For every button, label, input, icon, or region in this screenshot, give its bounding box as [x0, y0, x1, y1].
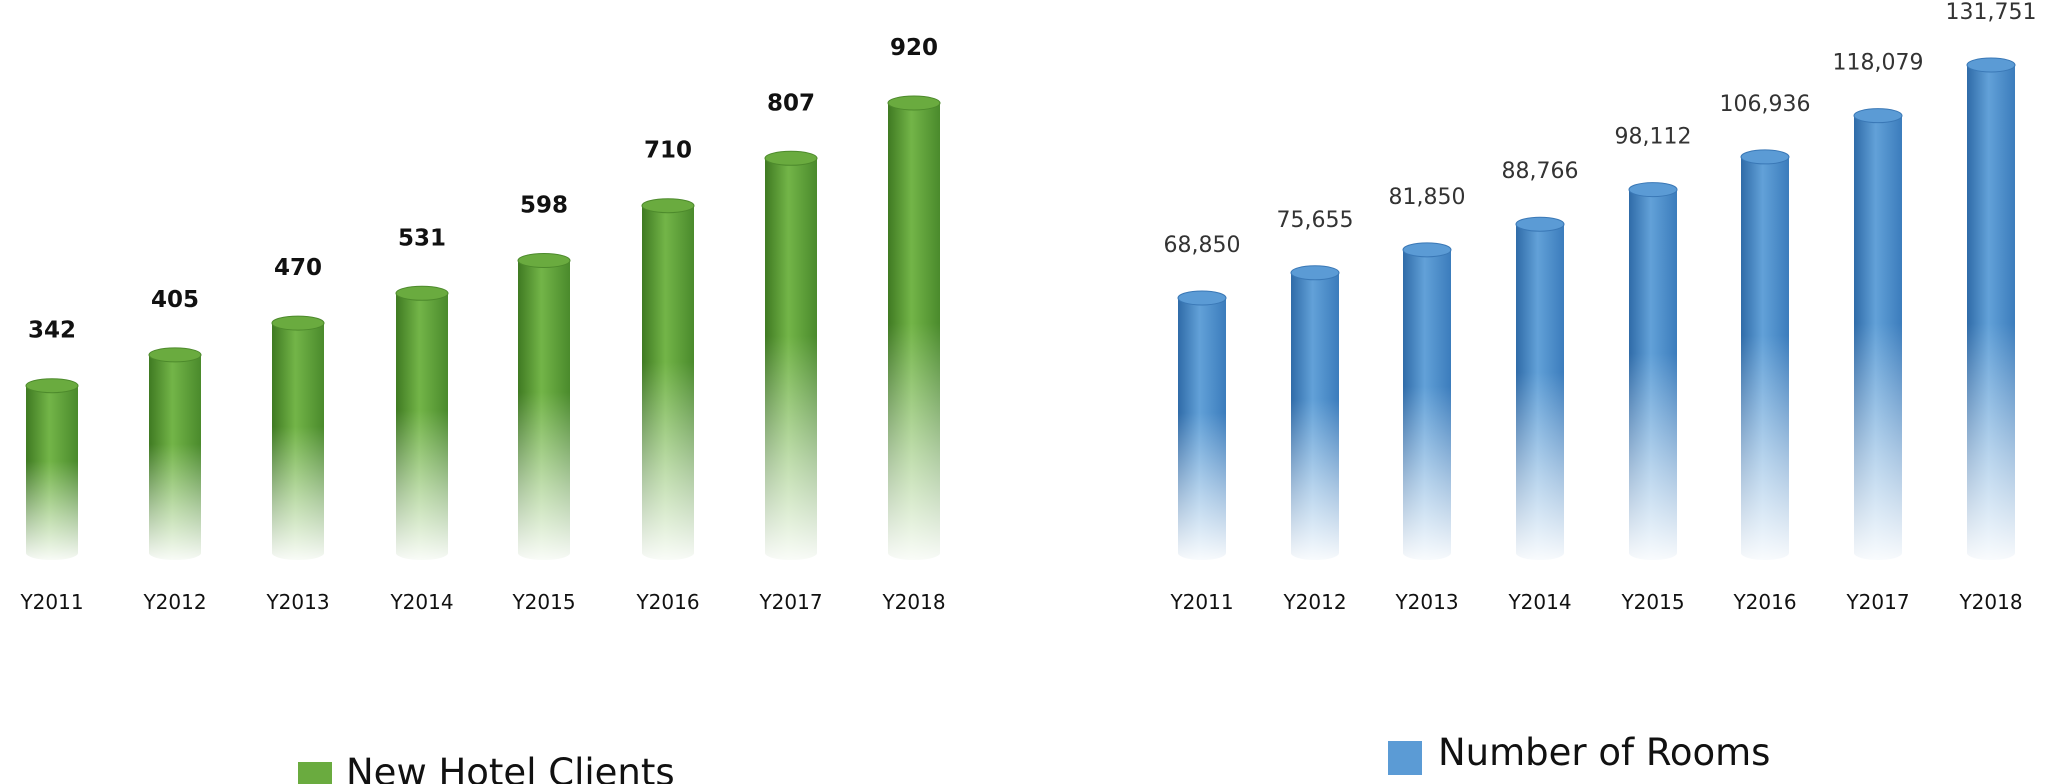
rooms-value-label: 106,936 [1720, 92, 1811, 117]
rooms-legend-label: Number of Rooms [1438, 731, 1770, 774]
clients-bar-y2013 [270, 315, 326, 562]
rooms-tick-label: Y2017 [1845, 590, 1909, 614]
rooms-bar-y2012 [1289, 265, 1341, 562]
clients-legend-swatch [298, 762, 332, 784]
clients-bar-y2017 [763, 150, 819, 562]
clients-bar-y2014 [394, 285, 450, 562]
clients-tick-label: Y2016 [635, 590, 699, 614]
rooms-tick-label: Y2018 [1958, 590, 2022, 614]
rooms-bar-y2011 [1176, 290, 1228, 562]
clients-tick-label: Y2015 [511, 590, 575, 614]
clients-tick-label: Y2018 [881, 590, 945, 614]
number-of-rooms-chart: 68,850 Y2011 75,655 Y2012 81,850 Y2013 88,766 Y… [1164, 0, 2037, 775]
clients-bar-y2015 [516, 253, 572, 562]
clients-tick-label: Y2017 [758, 590, 822, 614]
clients-tick-label: Y2012 [142, 590, 206, 614]
rooms-tick-label: Y2012 [1282, 590, 1346, 614]
rooms-bar-y2015 [1627, 182, 1679, 562]
clients-tick-label: Y2013 [265, 590, 329, 614]
clients-bar-y2011 [24, 378, 80, 562]
rooms-tick-label: Y2016 [1732, 590, 1796, 614]
rooms-legend: Number of Rooms [1388, 731, 1770, 775]
rooms-bar-y2017 [1852, 108, 1904, 562]
rooms-tick-label: Y2015 [1620, 590, 1684, 614]
rooms-value-label: 131,751 [1946, 0, 2037, 25]
new-hotel-clients-chart: 342 Y2011 405 Y2012 470 Y2013 531 Y2014 598 Y2015… [19, 35, 946, 784]
clients-legend: New Hotel Clients [298, 751, 675, 784]
rooms-value-label: 98,112 [1615, 125, 1692, 150]
rooms-tick-label: Y2013 [1394, 590, 1458, 614]
rooms-value-label: 75,655 [1277, 208, 1354, 233]
rooms-bar-y2016 [1739, 149, 1791, 562]
clients-value-label: 470 [274, 255, 322, 281]
clients-value-label: 807 [767, 90, 815, 116]
clients-bar-y2016 [640, 198, 696, 562]
clients-value-label: 598 [520, 193, 568, 219]
clients-value-label: 920 [890, 35, 938, 61]
rooms-value-label: 88,766 [1502, 159, 1579, 184]
clients-bar-y2012 [147, 347, 203, 562]
rooms-tick-label: Y2014 [1507, 590, 1571, 614]
clients-value-label: 710 [644, 138, 692, 164]
clients-value-label: 405 [151, 287, 199, 313]
rooms-tick-label: Y2011 [1169, 590, 1233, 614]
rooms-value-label: 118,079 [1833, 51, 1924, 76]
clients-bar-y2018 [886, 95, 942, 562]
rooms-value-label: 81,850 [1389, 185, 1466, 210]
clients-tick-label: Y2011 [19, 590, 83, 614]
rooms-value-label: 68,850 [1164, 233, 1241, 258]
rooms-bar-y2013 [1401, 242, 1453, 562]
rooms-bar-y2014 [1514, 216, 1566, 562]
rooms-bar-y2018 [1965, 57, 2017, 562]
clients-legend-label: New Hotel Clients [346, 751, 675, 784]
clients-tick-label: Y2014 [389, 590, 453, 614]
clients-value-label: 531 [398, 225, 446, 251]
clients-value-label: 342 [28, 318, 76, 344]
rooms-legend-swatch [1388, 741, 1422, 775]
